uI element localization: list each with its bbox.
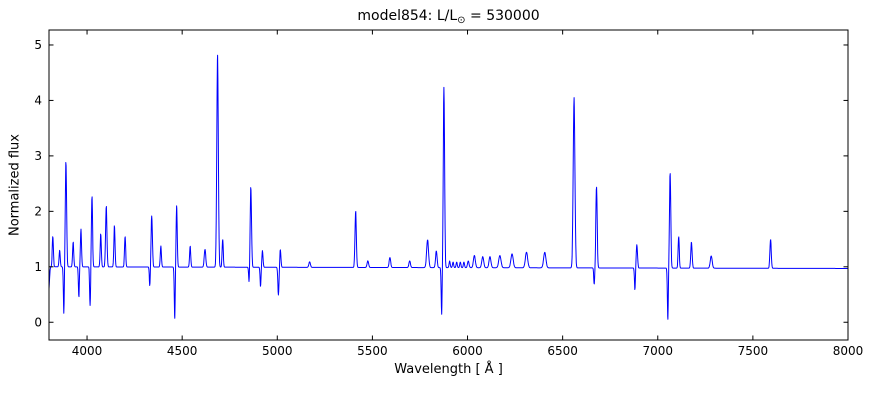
svg-text:3: 3 xyxy=(34,149,42,163)
plot-title-text: model854: L/L xyxy=(357,8,458,24)
odot-symbol: ⊙ xyxy=(457,15,466,26)
svg-text:4000: 4000 xyxy=(72,344,103,358)
svg-text:6000: 6000 xyxy=(452,344,483,358)
svg-text:1: 1 xyxy=(34,260,42,274)
svg-text:5: 5 xyxy=(34,38,42,52)
svg-text:4: 4 xyxy=(34,93,42,107)
svg-text:7500: 7500 xyxy=(738,344,769,358)
plot-title-value: = 530000 xyxy=(465,8,540,24)
svg-text:7000: 7000 xyxy=(642,344,673,358)
svg-text:0: 0 xyxy=(34,315,42,329)
plot-title: model854: L/L⊙ = 530000 xyxy=(49,8,848,26)
svg-text:5000: 5000 xyxy=(262,344,293,358)
y-axis-label: Normalized flux xyxy=(7,134,23,236)
x-axis-label: Wavelength [ Å ] xyxy=(394,362,503,377)
svg-text:6500: 6500 xyxy=(547,344,578,358)
svg-text:4500: 4500 xyxy=(167,344,198,358)
svg-text:2: 2 xyxy=(34,204,42,218)
svg-text:5500: 5500 xyxy=(357,344,388,358)
svg-text:8000: 8000 xyxy=(833,344,864,358)
